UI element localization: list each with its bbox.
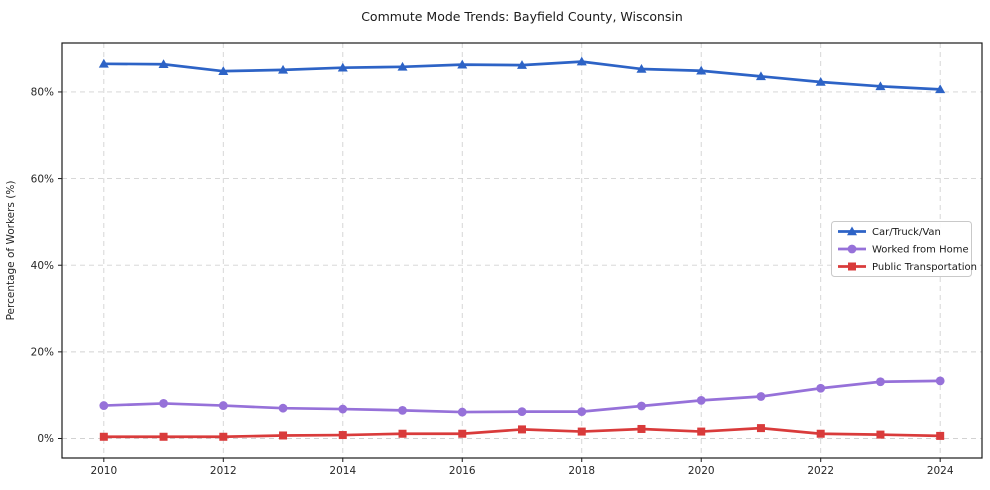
legend-label-public-transportation: Public Transportation [872, 262, 977, 273]
data-point-worked-from-home [159, 399, 168, 408]
data-point-public-transportation [518, 425, 526, 434]
data-point-public-transportation [219, 432, 228, 441]
data-point-public-transportation [876, 430, 885, 439]
y-axis-label: Percentage of Workers (%) [5, 181, 17, 321]
data-point-public-transportation [279, 431, 288, 440]
x-tick-label: 2012 [210, 465, 237, 477]
data-point-car-truck-van [337, 62, 348, 72]
data-point-public-transportation [637, 424, 646, 433]
data-point-worked-from-home [218, 401, 228, 410]
legend-marker-public-transportation [848, 262, 856, 271]
data-point-car-truck-van [935, 84, 946, 94]
data-point-car-truck-van [875, 81, 886, 91]
data-point-car-truck-van [457, 59, 468, 69]
data-point-worked-from-home [577, 407, 587, 417]
data-point-public-transportation [936, 431, 945, 440]
data-point-car-truck-van [218, 66, 229, 75]
data-point-worked-from-home [517, 407, 527, 417]
data-point-car-truck-van [98, 58, 109, 68]
data-point-public-transportation [816, 429, 825, 438]
data-point-worked-from-home [99, 401, 109, 410]
data-point-car-truck-van [696, 65, 707, 75]
data-point-car-truck-van [158, 59, 169, 69]
x-tick-label: 2016 [449, 465, 476, 477]
data-point-worked-from-home [876, 377, 885, 387]
data-point-public-transportation [756, 424, 765, 433]
x-tick-label: 2010 [90, 465, 117, 477]
plot-area: 2010 2012 2014 2016 2018 2020 2022 2024 0% 20% 40%… [31, 42, 983, 477]
data-point-car-truck-van [815, 76, 826, 86]
y-tick-label: 0% [37, 433, 54, 445]
data-point-car-truck-van [755, 71, 766, 81]
x-tick-label: 2018 [568, 465, 595, 477]
data-point-public-transportation [697, 427, 706, 436]
data-point-public-transportation [577, 427, 586, 436]
data-point-public-transportation [99, 432, 108, 441]
data-point-public-transportation [338, 431, 347, 440]
x-tick-label: 2014 [329, 465, 356, 477]
x-tick-label: 2020 [688, 465, 715, 477]
data-point-worked-from-home [816, 383, 826, 393]
data-point-car-truck-van [517, 60, 527, 69]
axes-frame [61, 42, 983, 459]
data-point-public-transportation [159, 432, 168, 441]
data-point-car-truck-van [636, 63, 647, 73]
data-point-worked-from-home [756, 392, 766, 401]
data-point-public-transportation [458, 429, 467, 438]
x-tick-label: 2022 [807, 465, 834, 477]
legend-marker-worked-from-home [847, 244, 857, 254]
y-tick-label: 20% [31, 347, 54, 359]
x-tick-label: 2024 [927, 465, 954, 477]
legend-label-car-truck-van: Car/Truck/Van [872, 227, 941, 238]
data-point-car-truck-van [397, 61, 408, 71]
data-point-worked-from-home [278, 403, 288, 413]
data-point-worked-from-home [696, 395, 706, 405]
data-point-worked-from-home [637, 401, 646, 411]
data-point-worked-from-home [338, 404, 348, 414]
legend-box [831, 221, 972, 277]
data-point-worked-from-home [398, 405, 407, 415]
y-tick-label: 80% [31, 87, 54, 99]
data-point-worked-from-home [935, 376, 945, 386]
chart-title: Commute Mode Trends: Bayfield County, Wi… [361, 9, 683, 24]
data-point-public-transportation [398, 429, 407, 438]
legend-label-worked-from-home: Worked from Home [872, 245, 969, 256]
y-tick-label: 40% [31, 260, 54, 272]
y-tick-label: 60% [31, 173, 54, 185]
data-point-car-truck-van [278, 64, 289, 74]
data-point-car-truck-van [576, 56, 587, 66]
legend-marker-car-truck-van [847, 226, 857, 236]
data-point-worked-from-home [457, 407, 467, 417]
